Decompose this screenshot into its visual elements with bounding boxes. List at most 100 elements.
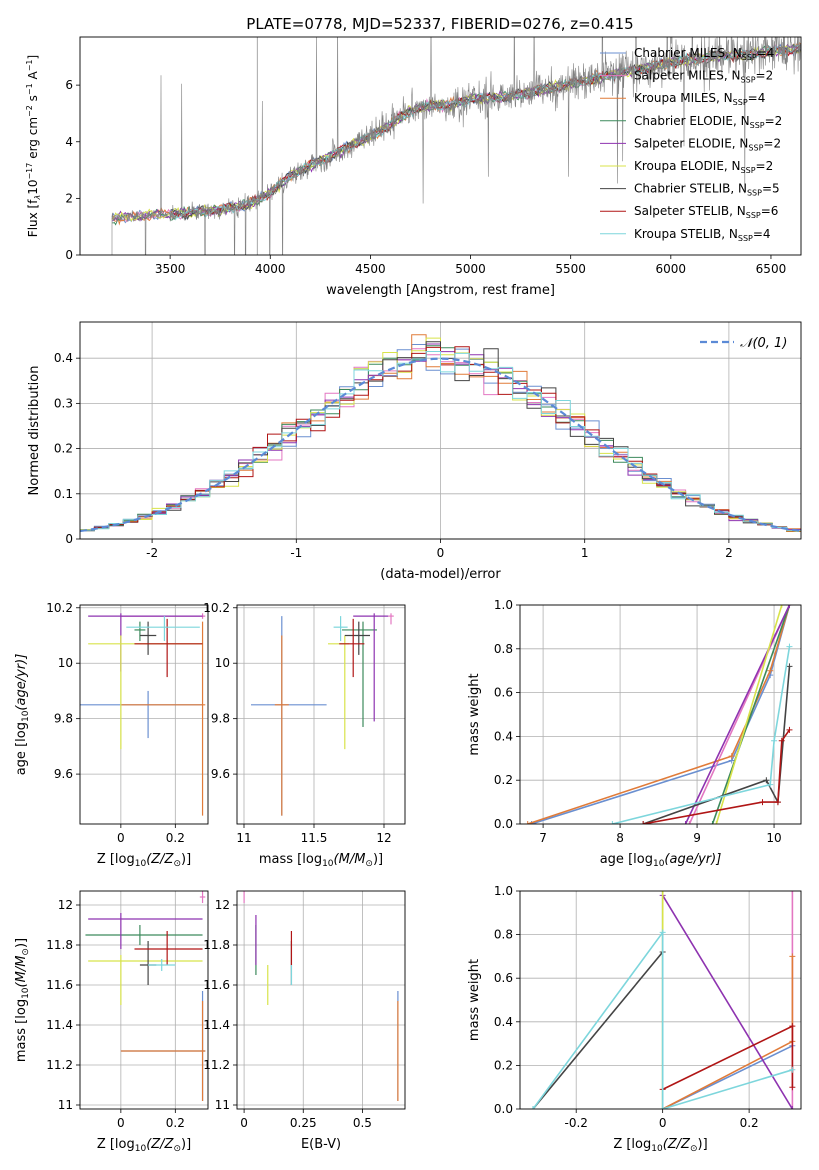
- legend-entry: Salpeter ELODIE, NSSP=2: [634, 136, 781, 152]
- plot-area: [85, 891, 206, 1101]
- legend: Chabrier MILES, NSSP=4 Salpeter MILES, NS…: [600, 46, 782, 243]
- axes-frame: [79, 321, 802, 540]
- weight-marker: [659, 1106, 666, 1109]
- weight-marker: [609, 821, 616, 824]
- x-axis-label: (data-model)/error: [380, 567, 501, 582]
- tick-label-y: 0.4: [54, 351, 73, 365]
- tick-label-y: 11.8: [46, 938, 73, 952]
- weight-marker: [778, 737, 785, 744]
- weight-marker: [789, 1106, 796, 1109]
- weight-marker: [789, 953, 796, 960]
- weight-line: [684, 605, 791, 824]
- tick-label-x: 5000: [455, 262, 486, 276]
- tick-label-x: 4500: [355, 262, 386, 276]
- tick-label-y: 0.3: [54, 396, 73, 410]
- tick-label-y: 0.0: [494, 1102, 513, 1116]
- tick-label-y: 10.2: [46, 601, 73, 615]
- weight-marker: [786, 643, 793, 650]
- tick-label-y: 0.4: [494, 729, 513, 743]
- weight-marker: [682, 821, 689, 824]
- tick-label-x: 8: [616, 831, 624, 845]
- y-axis-label: age [log10(age/yr)]: [14, 654, 31, 776]
- plot-area: [524, 605, 793, 824]
- x-axis-label: mass [log10(M/M⊙)]: [259, 852, 383, 869]
- tick-label-y: 11.2: [203, 1058, 230, 1072]
- weight-marker: [640, 821, 647, 824]
- y-axis-label: Flux [fλ10−17 erg cm−2 s−1 A−1]: [25, 55, 42, 237]
- x-axis-label: wavelength [Angstrom, rest frame]: [326, 283, 555, 298]
- tick-label-y: 0.2: [494, 773, 513, 787]
- tick-label-x: 0: [117, 831, 125, 845]
- weight-marker: [709, 821, 716, 824]
- tick-label-y: 1.0: [494, 884, 513, 898]
- tick-label-y: 0: [65, 248, 73, 262]
- tick-label-y: 6: [65, 78, 73, 92]
- histogram-series: [80, 351, 801, 531]
- x-axis-label: E(B-V): [301, 1137, 341, 1152]
- tick-label-y: 0.6: [494, 686, 513, 700]
- weight-line: [662, 894, 794, 1109]
- legend-entry: Salpeter MILES, NSSP=2: [634, 69, 773, 85]
- axes-frame: [79, 36, 802, 256]
- weight-line: [662, 956, 794, 1109]
- legend-entry: Kroupa ELODIE, NSSP=2: [634, 159, 773, 175]
- tick-label-y: 0.0: [494, 817, 513, 831]
- tick-label-x: 0: [659, 1116, 667, 1130]
- tick-label-y: 11.6: [203, 978, 230, 992]
- y-axis-label: mass weight: [467, 673, 482, 755]
- weight-marker: [759, 799, 766, 806]
- tick-label-y: 0.2: [54, 442, 73, 456]
- tick-label-y: 1.0: [494, 598, 513, 612]
- weight-line: [532, 951, 664, 1109]
- tick-label-x: -1: [290, 546, 302, 560]
- tick-label-y: 0: [65, 532, 73, 546]
- axes-frame: [79, 890, 209, 1110]
- weight-line: [715, 605, 783, 824]
- tick-label-x: 0: [117, 1116, 125, 1130]
- plot-area: [251, 613, 394, 816]
- tick-label-x: 9: [693, 831, 701, 845]
- tick-label-x: 6500: [756, 262, 787, 276]
- x-axis-label: Z [log10(Z/Z⊙)]: [97, 1137, 191, 1154]
- weight-marker: [789, 891, 796, 894]
- tick-label-y: 0.6: [494, 971, 513, 985]
- tick-label-x: 7: [539, 831, 547, 845]
- weight-marker: [686, 821, 693, 824]
- weight-marker: [778, 605, 785, 608]
- tick-label-y: 0.8: [494, 642, 513, 656]
- panel-age_vs_mass: 11 11.5 12 9.6 9.8 10 10.2 mass [log10(M/M⊙)]: [203, 601, 406, 869]
- tick-label-x: 5500: [555, 262, 586, 276]
- panel-weight_vs_Z: -0.2 0 0.2 0.0 0.2 0.4 0.6 0.8 1.0 Z [log10(Z/Z⊙)…: [467, 884, 802, 1154]
- legend-entry: Kroupa MILES, NSSP=4: [634, 91, 765, 107]
- axes-frame: [519, 890, 802, 1110]
- weight-marker: [789, 1023, 796, 1030]
- weight-line: [662, 1024, 794, 1091]
- panel-weight_vs_age: 7 8 9 10 0.0 0.2 0.4 0.6 0.8 1.0 age [log10(age/yr…: [467, 598, 802, 869]
- tick-label-x: 4000: [255, 262, 286, 276]
- panel-residuals: -2 -1 0 1 2 0 0.1 0.2 0.3 0.4 (data-model)/error No…: [27, 321, 802, 582]
- weight-marker: [659, 929, 666, 936]
- plot-area: [80, 334, 801, 533]
- plot-area: [243, 891, 399, 1101]
- tick-label-x: 0.2: [740, 1116, 759, 1130]
- tick-label-y: 12: [58, 898, 73, 912]
- legend-entry: 𝒩(0, 1): [740, 336, 787, 351]
- tick-label-y: 4: [65, 135, 73, 149]
- tick-label-x: 12: [376, 831, 391, 845]
- tick-label-x: 2: [725, 546, 733, 560]
- tick-label-y: 2: [65, 191, 73, 205]
- tick-label-y: 10.2: [203, 601, 230, 615]
- weight-line: [711, 605, 791, 824]
- weight-marker: [763, 777, 770, 784]
- plot-area: [80, 613, 206, 816]
- tick-label-y: 0.1: [54, 487, 73, 501]
- y-axis-label: mass [log10(M/M⊙)]: [14, 938, 31, 1062]
- tick-label-x: 11.5: [301, 831, 328, 845]
- panel-mass_vs_Z: 0 0.2 11 11.2 11.4 11.6 11.8 12 Z [log10(Z/Z⊙)] m…: [14, 890, 209, 1154]
- tick-label-x: 0: [437, 546, 445, 560]
- weight-marker: [529, 1106, 536, 1109]
- figure-title: PLATE=0778, MJD=52337, FIBERID=0276, z=0…: [246, 15, 633, 33]
- x-axis-label: Z [log10(Z/Z⊙)]: [613, 1137, 707, 1154]
- legend-entry: Chabrier STELIB, NSSP=5: [634, 182, 780, 198]
